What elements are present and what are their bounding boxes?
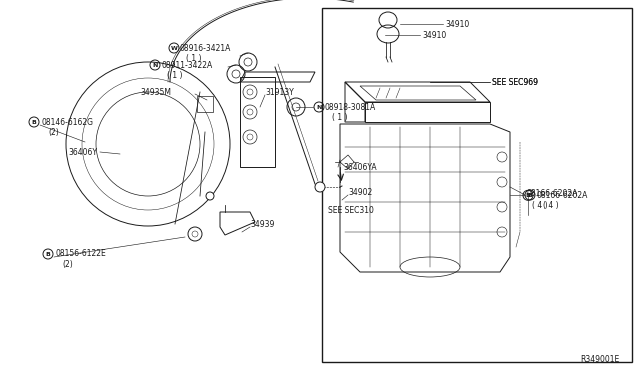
Text: (2): (2) <box>48 128 59 137</box>
Text: 31913Y: 31913Y <box>265 87 294 96</box>
Text: N: N <box>152 62 157 67</box>
Text: 36406YA: 36406YA <box>343 163 376 171</box>
Text: W: W <box>171 45 177 51</box>
Text: B: B <box>31 119 36 125</box>
Text: 08916-3421A: 08916-3421A <box>180 44 232 52</box>
Text: 34902: 34902 <box>348 187 372 196</box>
Text: 08146-6162G: 08146-6162G <box>41 118 93 126</box>
Text: B: B <box>45 251 51 257</box>
Text: SEE SEC310: SEE SEC310 <box>328 205 374 215</box>
Text: 34910: 34910 <box>445 19 469 29</box>
Text: ( 1 ): ( 1 ) <box>167 71 182 80</box>
Text: SEE SEC969: SEE SEC969 <box>492 77 538 87</box>
Text: 08911-3422A: 08911-3422A <box>161 61 212 70</box>
Bar <box>197 96 213 112</box>
Text: 08166-6202A: 08166-6202A <box>537 190 588 199</box>
Bar <box>240 77 275 167</box>
Text: 34935M: 34935M <box>140 87 171 96</box>
Text: B: B <box>525 193 531 198</box>
Circle shape <box>206 192 214 200</box>
Text: B: B <box>527 192 532 198</box>
Bar <box>322 8 632 362</box>
Text: 08166-6202A: 08166-6202A <box>527 189 579 198</box>
Text: ( 4 ): ( 4 ) <box>532 201 548 210</box>
Text: SEE SEC969: SEE SEC969 <box>492 77 538 87</box>
Text: ( 1 ): ( 1 ) <box>186 54 202 62</box>
Text: 34939: 34939 <box>250 219 275 228</box>
Text: 36406Y: 36406Y <box>68 148 97 157</box>
Text: 08156-6122E: 08156-6122E <box>55 250 106 259</box>
Text: ( 4 ): ( 4 ) <box>543 201 559 209</box>
Text: 08918-3081A: 08918-3081A <box>325 103 376 112</box>
Text: (2): (2) <box>62 260 73 269</box>
Text: ( 1 ): ( 1 ) <box>332 112 348 122</box>
Text: N: N <box>316 105 322 109</box>
Circle shape <box>315 182 325 192</box>
Text: 34910: 34910 <box>422 31 446 39</box>
Text: R349001E: R349001E <box>580 356 620 365</box>
